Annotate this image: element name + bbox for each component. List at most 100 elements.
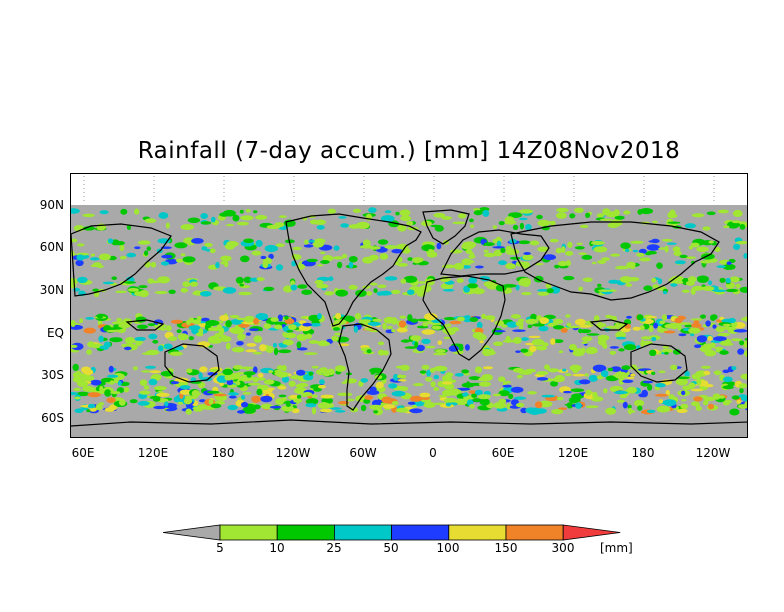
rain-cell bbox=[744, 337, 747, 341]
rain-cell bbox=[591, 241, 605, 245]
rain-cell bbox=[610, 366, 622, 372]
rain-cell bbox=[701, 365, 711, 369]
rain-cell bbox=[462, 393, 468, 397]
rain-cell bbox=[646, 250, 657, 255]
rain-cell bbox=[676, 408, 688, 413]
rain-cell bbox=[474, 389, 483, 396]
rain-cell bbox=[581, 341, 589, 344]
rain-cell bbox=[281, 364, 287, 372]
rain-cell bbox=[740, 373, 747, 380]
rain-cell bbox=[117, 380, 122, 386]
rain-cell bbox=[393, 373, 399, 381]
rain-cell bbox=[532, 323, 545, 327]
rain-cell bbox=[170, 319, 183, 324]
rain-cell bbox=[463, 372, 470, 376]
rain-cell bbox=[536, 371, 549, 376]
rain-cell bbox=[492, 393, 501, 397]
rain-cell bbox=[102, 281, 114, 285]
rain-cell bbox=[630, 373, 636, 377]
rain-cell bbox=[597, 260, 607, 264]
colorbar-unit: [mm] bbox=[600, 541, 633, 555]
rain-cell bbox=[279, 344, 288, 348]
rain-cell bbox=[436, 242, 442, 250]
rain-cell bbox=[529, 345, 537, 353]
rain-cell bbox=[681, 289, 690, 293]
rain-cell bbox=[243, 316, 254, 323]
rain-cell bbox=[691, 213, 705, 218]
rain-cell bbox=[549, 220, 556, 226]
rain-cell bbox=[703, 396, 716, 402]
rain-cell bbox=[498, 390, 510, 397]
rain-cell bbox=[663, 290, 667, 295]
rain-cell bbox=[482, 209, 490, 217]
rain-cell bbox=[737, 348, 745, 355]
rain-cell bbox=[597, 338, 607, 346]
rain-cell bbox=[291, 408, 300, 414]
rain-cell bbox=[289, 394, 300, 399]
rain-cell bbox=[729, 276, 740, 283]
rain-cell bbox=[710, 314, 716, 321]
rain-cell bbox=[257, 373, 264, 378]
rain-cell bbox=[335, 289, 349, 297]
rain-cell bbox=[182, 344, 187, 349]
rain-cell bbox=[246, 343, 257, 347]
rain-cell bbox=[731, 395, 740, 400]
antarctica-outline bbox=[71, 419, 747, 427]
rain-cell bbox=[241, 401, 249, 408]
rain-cell bbox=[574, 207, 584, 213]
rain-cell bbox=[527, 407, 542, 415]
rain-cell bbox=[199, 366, 208, 373]
rain-cell bbox=[146, 349, 160, 356]
rain-cell bbox=[170, 381, 180, 385]
rain-cell bbox=[454, 398, 468, 406]
rain-cell bbox=[432, 352, 447, 356]
rain-cell bbox=[235, 380, 241, 386]
lat-label-eq: EQ bbox=[46, 326, 64, 340]
rain-cell bbox=[96, 225, 101, 230]
rain-cell bbox=[510, 386, 524, 393]
rain-cell bbox=[596, 213, 605, 218]
rain-cell bbox=[282, 339, 294, 346]
rain-cell bbox=[99, 210, 109, 215]
rain-cell bbox=[256, 388, 263, 396]
rain-cell bbox=[626, 261, 636, 267]
rain-cell bbox=[739, 286, 747, 293]
rain-cell bbox=[255, 239, 263, 248]
rain-cell bbox=[537, 291, 550, 296]
rain-cell bbox=[605, 314, 613, 319]
rain-cell bbox=[275, 264, 284, 271]
rain-cell bbox=[274, 372, 284, 376]
rain-cell bbox=[247, 382, 261, 386]
rain-cell bbox=[483, 242, 495, 247]
rain-cell bbox=[119, 255, 127, 260]
rain-cell bbox=[656, 262, 663, 269]
rain-cell bbox=[253, 317, 259, 325]
rain-cell bbox=[205, 320, 220, 326]
rain-cell bbox=[669, 209, 676, 217]
rain-cell bbox=[691, 323, 702, 328]
rain-cell bbox=[465, 381, 471, 389]
rain-cell bbox=[684, 223, 697, 229]
rain-cell bbox=[535, 345, 548, 351]
rain-cell bbox=[399, 209, 411, 217]
rain-cell bbox=[177, 401, 183, 405]
rain-cell bbox=[636, 252, 645, 257]
rain-cell bbox=[83, 327, 96, 334]
rain-cell bbox=[79, 318, 84, 324]
rain-cell bbox=[552, 339, 564, 343]
rain-cell bbox=[183, 397, 193, 405]
rain-cell bbox=[139, 390, 151, 395]
rain-cell bbox=[461, 258, 473, 266]
rain-cell bbox=[281, 397, 287, 402]
rain-cell bbox=[253, 335, 263, 343]
rain-cell bbox=[592, 261, 597, 265]
rain-cell bbox=[320, 394, 334, 399]
rain-cell bbox=[363, 398, 371, 404]
rain-cell bbox=[479, 340, 485, 344]
rain-cell bbox=[238, 291, 252, 296]
rain-cell bbox=[481, 374, 493, 381]
rain-cell bbox=[296, 394, 302, 399]
rain-cell bbox=[200, 213, 208, 219]
rain-cell bbox=[525, 342, 535, 346]
